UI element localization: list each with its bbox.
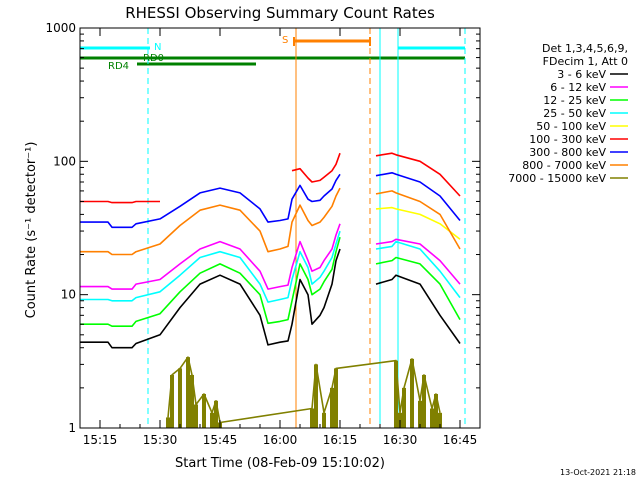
bar-7000-15000-kev — [166, 417, 170, 428]
legend-label-6-12-kev: 6 - 12 keV — [550, 81, 606, 94]
plot-axes: 15:15 15:30 15:45 16:00 16:15 16:30 16:45 1 10 10… — [45, 21, 481, 447]
legend-label-50-100-kev: 50 - 100 keV — [536, 120, 606, 133]
y-axis-label: Count Rate (s⁻¹ detector⁻¹) — [24, 142, 39, 319]
x-tick-label: 16:15 — [323, 433, 358, 447]
legend-label-3-6-kev: 3 - 6 keV — [557, 68, 606, 81]
bar-7000-15000-kev — [210, 412, 214, 428]
legend-label-7000-15000-kev: 7000 - 15000 keV — [508, 172, 606, 185]
bar-7000-15000-kev — [430, 408, 434, 428]
bar-7000-15000-kev — [330, 387, 334, 428]
legend-label-25-50-kev: 25 - 50 keV — [543, 107, 606, 120]
x-tick-label: 16:45 — [443, 433, 478, 447]
bar-7000-15000-kev — [190, 374, 194, 428]
y-tick-label: 10 — [61, 288, 76, 302]
legend: Det 1,3,4,5,6,9,FDecim 1, Att 03 - 6 keV… — [508, 42, 628, 185]
series-line-800-7000-kev — [80, 187, 461, 256]
bar-7000-15000-kev — [178, 368, 182, 428]
y-tick-label: 1000 — [45, 21, 76, 35]
bar-7000-15000-kev — [170, 374, 174, 428]
chart-title: RHESSI Observing Summary Count Rates — [125, 4, 435, 22]
x-tick-label: 15:45 — [203, 433, 238, 447]
bar-7000-15000-kev — [202, 393, 206, 428]
legend-label-100-300-kev: 100 - 300 keV — [529, 133, 606, 146]
x-tick-label: 15:30 — [143, 433, 178, 447]
bar-7000-15000-kev — [402, 387, 406, 428]
legend-label-12-25-kev: 12 - 25 keV — [543, 94, 606, 107]
bar-7000-15000-kev — [314, 364, 318, 428]
series-line-100-300-kev — [80, 152, 461, 204]
bar-7000-15000-kev — [186, 357, 190, 428]
bar-7000-15000-kev — [410, 358, 414, 428]
bar-7000-15000-kev — [334, 368, 338, 428]
series-line-25-50-kev — [80, 230, 461, 303]
bar-7000-15000-kev — [194, 404, 198, 428]
series-line-6-12-kev — [80, 223, 461, 290]
x-axis-label: Start Time (08-Feb-09 15:10:02) — [175, 456, 385, 471]
legend-label-800-7000-kev: 800 - 7000 keV — [522, 159, 606, 172]
bar-7000-15000-kev — [394, 360, 398, 428]
bar-7000-15000-kev — [310, 408, 314, 428]
bar-7000-15000-kev — [322, 412, 326, 428]
bar-7000-15000-kev — [214, 400, 218, 428]
series-line-3-6-kev — [80, 248, 461, 349]
legend-header: FDecim 1, Att 0 — [543, 55, 628, 68]
series-line-300-800-kev — [80, 172, 461, 229]
plot-area — [80, 152, 461, 428]
bar-7000-15000-kev — [438, 412, 442, 428]
legend-label-300-800-kev: 300 - 800 keV — [529, 146, 606, 159]
y-tick-label: 100 — [53, 154, 76, 168]
bar-7000-15000-kev — [418, 400, 422, 428]
y-tick-label: 1 — [68, 421, 76, 435]
series-line-12-25-kev — [80, 236, 461, 327]
annotation-s: S — [282, 35, 288, 46]
series-line-50-100-kev — [375, 206, 461, 240]
series-line-7000-15000-kev — [167, 356, 441, 424]
bar-7000-15000-kev — [434, 393, 438, 428]
bar-7000-15000-kev — [422, 374, 426, 428]
annotation-rd0: RD0 — [143, 53, 164, 64]
legend-header: Det 1,3,4,5,6,9, — [542, 42, 628, 55]
x-tick-label: 16:30 — [383, 433, 418, 447]
annotation-n: N — [154, 42, 161, 53]
footer-timestamp: 13-Oct-2021 21:18 — [560, 468, 636, 477]
annotation-rd4: RD4 — [108, 61, 129, 72]
x-tick-label: 15:15 — [83, 433, 118, 447]
x-tick-label: 16:00 — [263, 433, 298, 447]
